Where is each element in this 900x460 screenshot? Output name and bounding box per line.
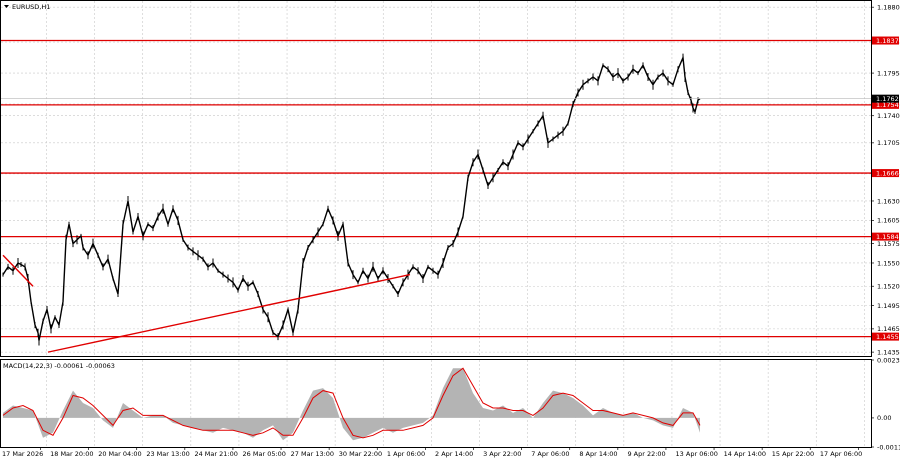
y-tick-label: 1.1705 — [877, 139, 900, 147]
level-tag-label: 1.1455 — [876, 333, 899, 341]
x-tick-label: 20 Mar 04:00 — [98, 450, 141, 458]
level-tag-bg — [872, 169, 899, 178]
x-tick-label: 17 Mar 2026 — [2, 450, 43, 458]
x-tick-label: 26 Mar 05:00 — [243, 450, 286, 458]
x-tick-label: 17 Apr 06:00 — [820, 450, 862, 458]
x-tick-label: 30 Mar 22:00 — [339, 450, 382, 458]
y-tick-label: 1.1495 — [877, 302, 900, 310]
y-tick-label: 1.1435 — [877, 348, 900, 356]
y-tick-label: 1.1630 — [877, 197, 900, 205]
y-tick-label: 1.1465 — [877, 325, 900, 333]
current-price-tag-bg — [872, 94, 899, 103]
x-tick-label: 9 Apr 22:00 — [627, 450, 665, 458]
horizontal-levels — [1, 39, 871, 338]
grid-lines — [1, 1, 871, 447]
level-tag-bg — [872, 232, 899, 241]
price-line — [2, 54, 701, 341]
y-tick-label: 1.1740 — [877, 112, 900, 120]
level-tag-bg — [872, 36, 899, 45]
symbol-header: EURUSD,H1 — [4, 3, 50, 11]
x-tick-label: 18 Mar 20:00 — [50, 450, 93, 458]
macd-panel-frame — [0, 359, 872, 448]
x-tick-label: 14 Apr 14:00 — [724, 450, 766, 458]
y-tick-label: 1.1575 — [877, 240, 900, 248]
y-tick-label: 1.1550 — [877, 259, 900, 267]
trendline — [47, 273, 411, 353]
x-tick-label: 2 Apr 14:00 — [435, 450, 473, 458]
x-tick-label: 3 Apr 22:00 — [483, 450, 521, 458]
x-tick-label: 8 Apr 14:00 — [579, 450, 617, 458]
chevron-down-icon[interactable] — [4, 5, 9, 8]
y-tick-label: 1.1605 — [877, 217, 900, 225]
y-tick-label: 1.1520 — [877, 283, 900, 291]
trendline — [2, 254, 34, 287]
macd-title: MACD(14,22,3) -0.00061 -0.00063 — [3, 362, 115, 370]
x-tick-label: 7 Apr 06:00 — [531, 450, 569, 458]
price-axis: 1.18801.18351.17951.17551.17401.17051.16… — [1, 4, 900, 356]
x-tick-label: 24 Mar 21:00 — [194, 450, 237, 458]
trendlines — [2, 254, 411, 353]
x-tick-label: 27 Mar 13:00 — [291, 450, 334, 458]
level-tag-label: 1.1754 — [876, 101, 899, 109]
level-tag-label: 1.1584 — [876, 233, 899, 241]
macd-y-tick-label: 0.00 — [877, 414, 891, 422]
x-tick-label: 15 Apr 22:00 — [772, 450, 814, 458]
x-tick-label: 23 Mar 13:00 — [146, 450, 189, 458]
level-tag-label: 1.1837 — [876, 37, 899, 45]
macd-signal-line — [2, 367, 701, 439]
price-series — [2, 53, 701, 346]
level-tag-label: 1.1666 — [876, 169, 899, 177]
x-tick-label: 13 Apr 06:00 — [676, 450, 718, 458]
macd-y-tick-label: 0.00233 — [877, 356, 900, 364]
time-axis: 17 Mar 2026 18 Mar 20:00 20 Mar 04:00 23 Ma… — [2, 447, 862, 458]
y-tick-label: 1.1795 — [877, 69, 900, 77]
x-tick-label: 1 Apr 06:00 — [387, 450, 425, 458]
level-tag-bg — [872, 332, 899, 341]
current-price-tag-label: 1.1762 — [876, 95, 899, 103]
symbol-label: EURUSD,H1 — [12, 3, 50, 11]
y-tick-label: 1.1880 — [877, 4, 900, 12]
price-panel-frame — [0, 0, 872, 357]
level-tag-bg — [872, 100, 899, 109]
